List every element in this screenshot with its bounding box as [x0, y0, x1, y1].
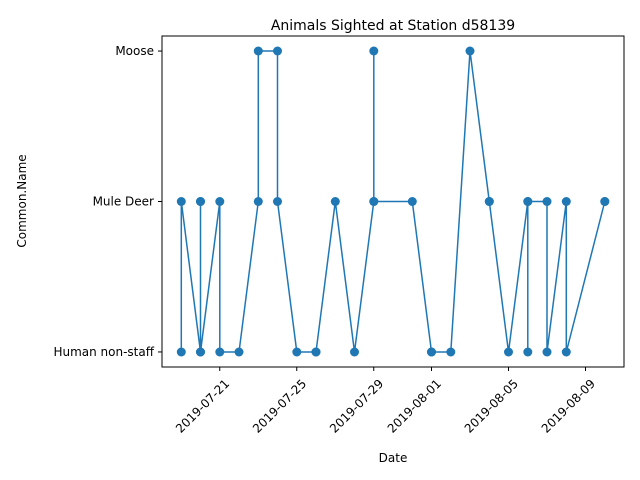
data-point [407, 197, 417, 206]
data-point [273, 197, 282, 206]
data-point [234, 347, 244, 357]
data-point [484, 197, 494, 206]
data-point [273, 46, 282, 56]
x-axis-label: Date [379, 451, 408, 465]
data-point [253, 197, 263, 206]
y-axis-label: Common.Name [15, 154, 29, 247]
data-point [176, 197, 186, 206]
data-point [542, 347, 552, 357]
data-point [176, 347, 186, 357]
data-point [523, 347, 533, 357]
y-tick-label: Human non-staff [53, 345, 154, 359]
x-tick-label: 2019-07-29 [327, 377, 386, 436]
data-point [446, 347, 456, 357]
y-tick-label: Mule Deer [93, 195, 154, 209]
data-point [253, 46, 263, 56]
y-axis-ticks: Human non-staff Mule Deer Moose [53, 44, 162, 359]
data-point [523, 197, 533, 206]
data-point [350, 347, 359, 357]
data-point [215, 347, 225, 357]
data-point [427, 347, 436, 357]
data-point [196, 197, 205, 206]
data-point [369, 46, 379, 56]
data-point [542, 197, 552, 206]
data-point [504, 347, 513, 357]
data-point [465, 46, 475, 56]
data-point [561, 197, 571, 206]
data-point [561, 347, 571, 357]
x-tick-label: 2019-08-09 [539, 377, 598, 436]
x-tick-label: 2019-08-01 [385, 377, 444, 436]
data-layer [176, 46, 610, 357]
y-tick-label: Moose [115, 44, 154, 58]
plot-frame [161, 35, 625, 368]
x-tick-label: 2019-07-21 [173, 377, 232, 436]
data-point [196, 347, 205, 357]
data-point [215, 197, 225, 206]
data-point [292, 347, 302, 357]
data-point [330, 197, 340, 206]
data-point [369, 197, 379, 206]
x-axis-ticks: 2019-07-21 2019-07-25 2019-07-292019-08-01… [173, 367, 598, 436]
x-tick-label: 2019-08-05 [462, 377, 521, 436]
x-tick-label: 2019-07-25 [250, 377, 309, 436]
chart-title: Animals Sighted at Station d58139 [271, 18, 515, 34]
data-point [600, 197, 610, 206]
data-point [311, 347, 321, 357]
